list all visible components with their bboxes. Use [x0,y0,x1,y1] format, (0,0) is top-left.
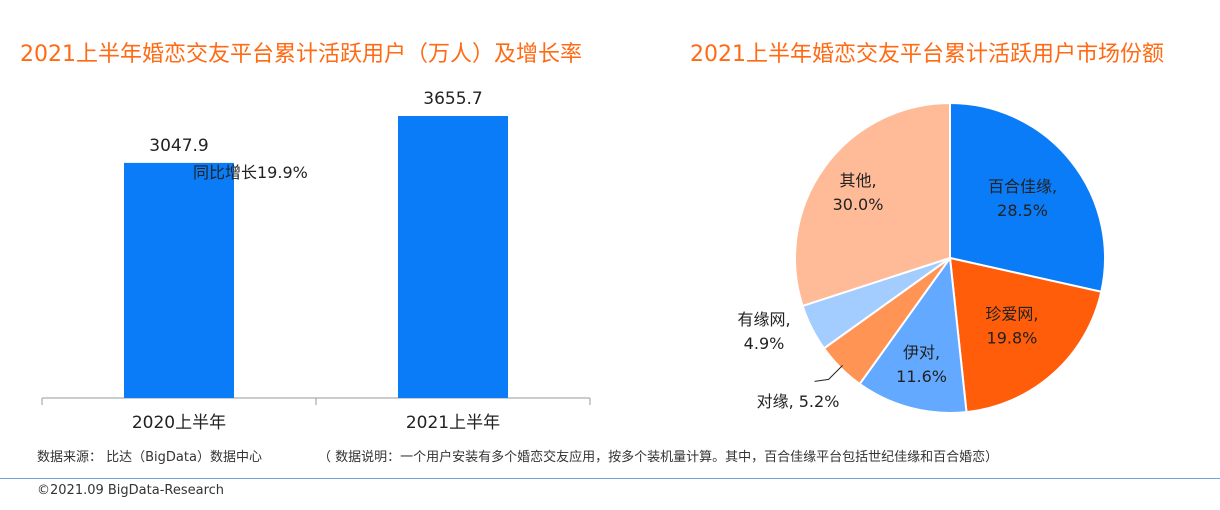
footer-divider [0,478,1220,479]
pie-label-value: 4.9% [744,334,785,353]
copyright: ©2021.09 BigData-Research [37,483,225,498]
charts-canvas: 3047.9 2020上半年 3655.7 2021上半年 同比增长19.9% 百合佳缘,… [41,89,1106,433]
bar [398,116,508,398]
pie-label-value: 11.6% [896,367,947,386]
x-tick-label: 2021上半年 [406,413,500,433]
pie-label-value: 19.8% [987,328,1038,347]
pie-slice [794,101,951,308]
pie-label-name: 对缘, 5.2% [757,392,840,411]
bar-chart-title: 2021上半年婚恋交友平台累计活跃用户（万人）及增长率 [20,42,582,67]
pie-label-name: 有缘网, [737,310,790,329]
bar [124,162,234,398]
pie-slice [949,101,1106,294]
x-tick-label: 2020上半年 [132,413,226,433]
pie-label-name: 伊对, [903,343,940,362]
pie-label-value: 28.5% [997,201,1048,220]
pie-label-value: 30.0% [833,195,884,214]
pie-slice [858,255,968,414]
pie-label-name: 珍爱网, [985,304,1038,323]
bar-value-label: 3655.7 [423,89,482,109]
pie-label-name: 百合佳缘, [988,177,1057,196]
growth-annotation: 同比增长19.9% [193,163,308,182]
pie-label-name: 其他, [839,171,876,190]
data-note: （ 数据说明：一个用户安装有多个婚恋交友应用，按多个装机量计算。其中，百合佳缘平… [318,450,999,465]
pie-leader-line [814,365,843,382]
data-source: 数据来源： 比达（BigData）数据中心 [37,450,262,465]
pie-slice [948,256,1103,414]
bar-value-label: 3047.9 [149,136,208,156]
pie-chart-title: 2021上半年婚恋交友平台累计活跃用户市场份额 [690,42,1164,67]
